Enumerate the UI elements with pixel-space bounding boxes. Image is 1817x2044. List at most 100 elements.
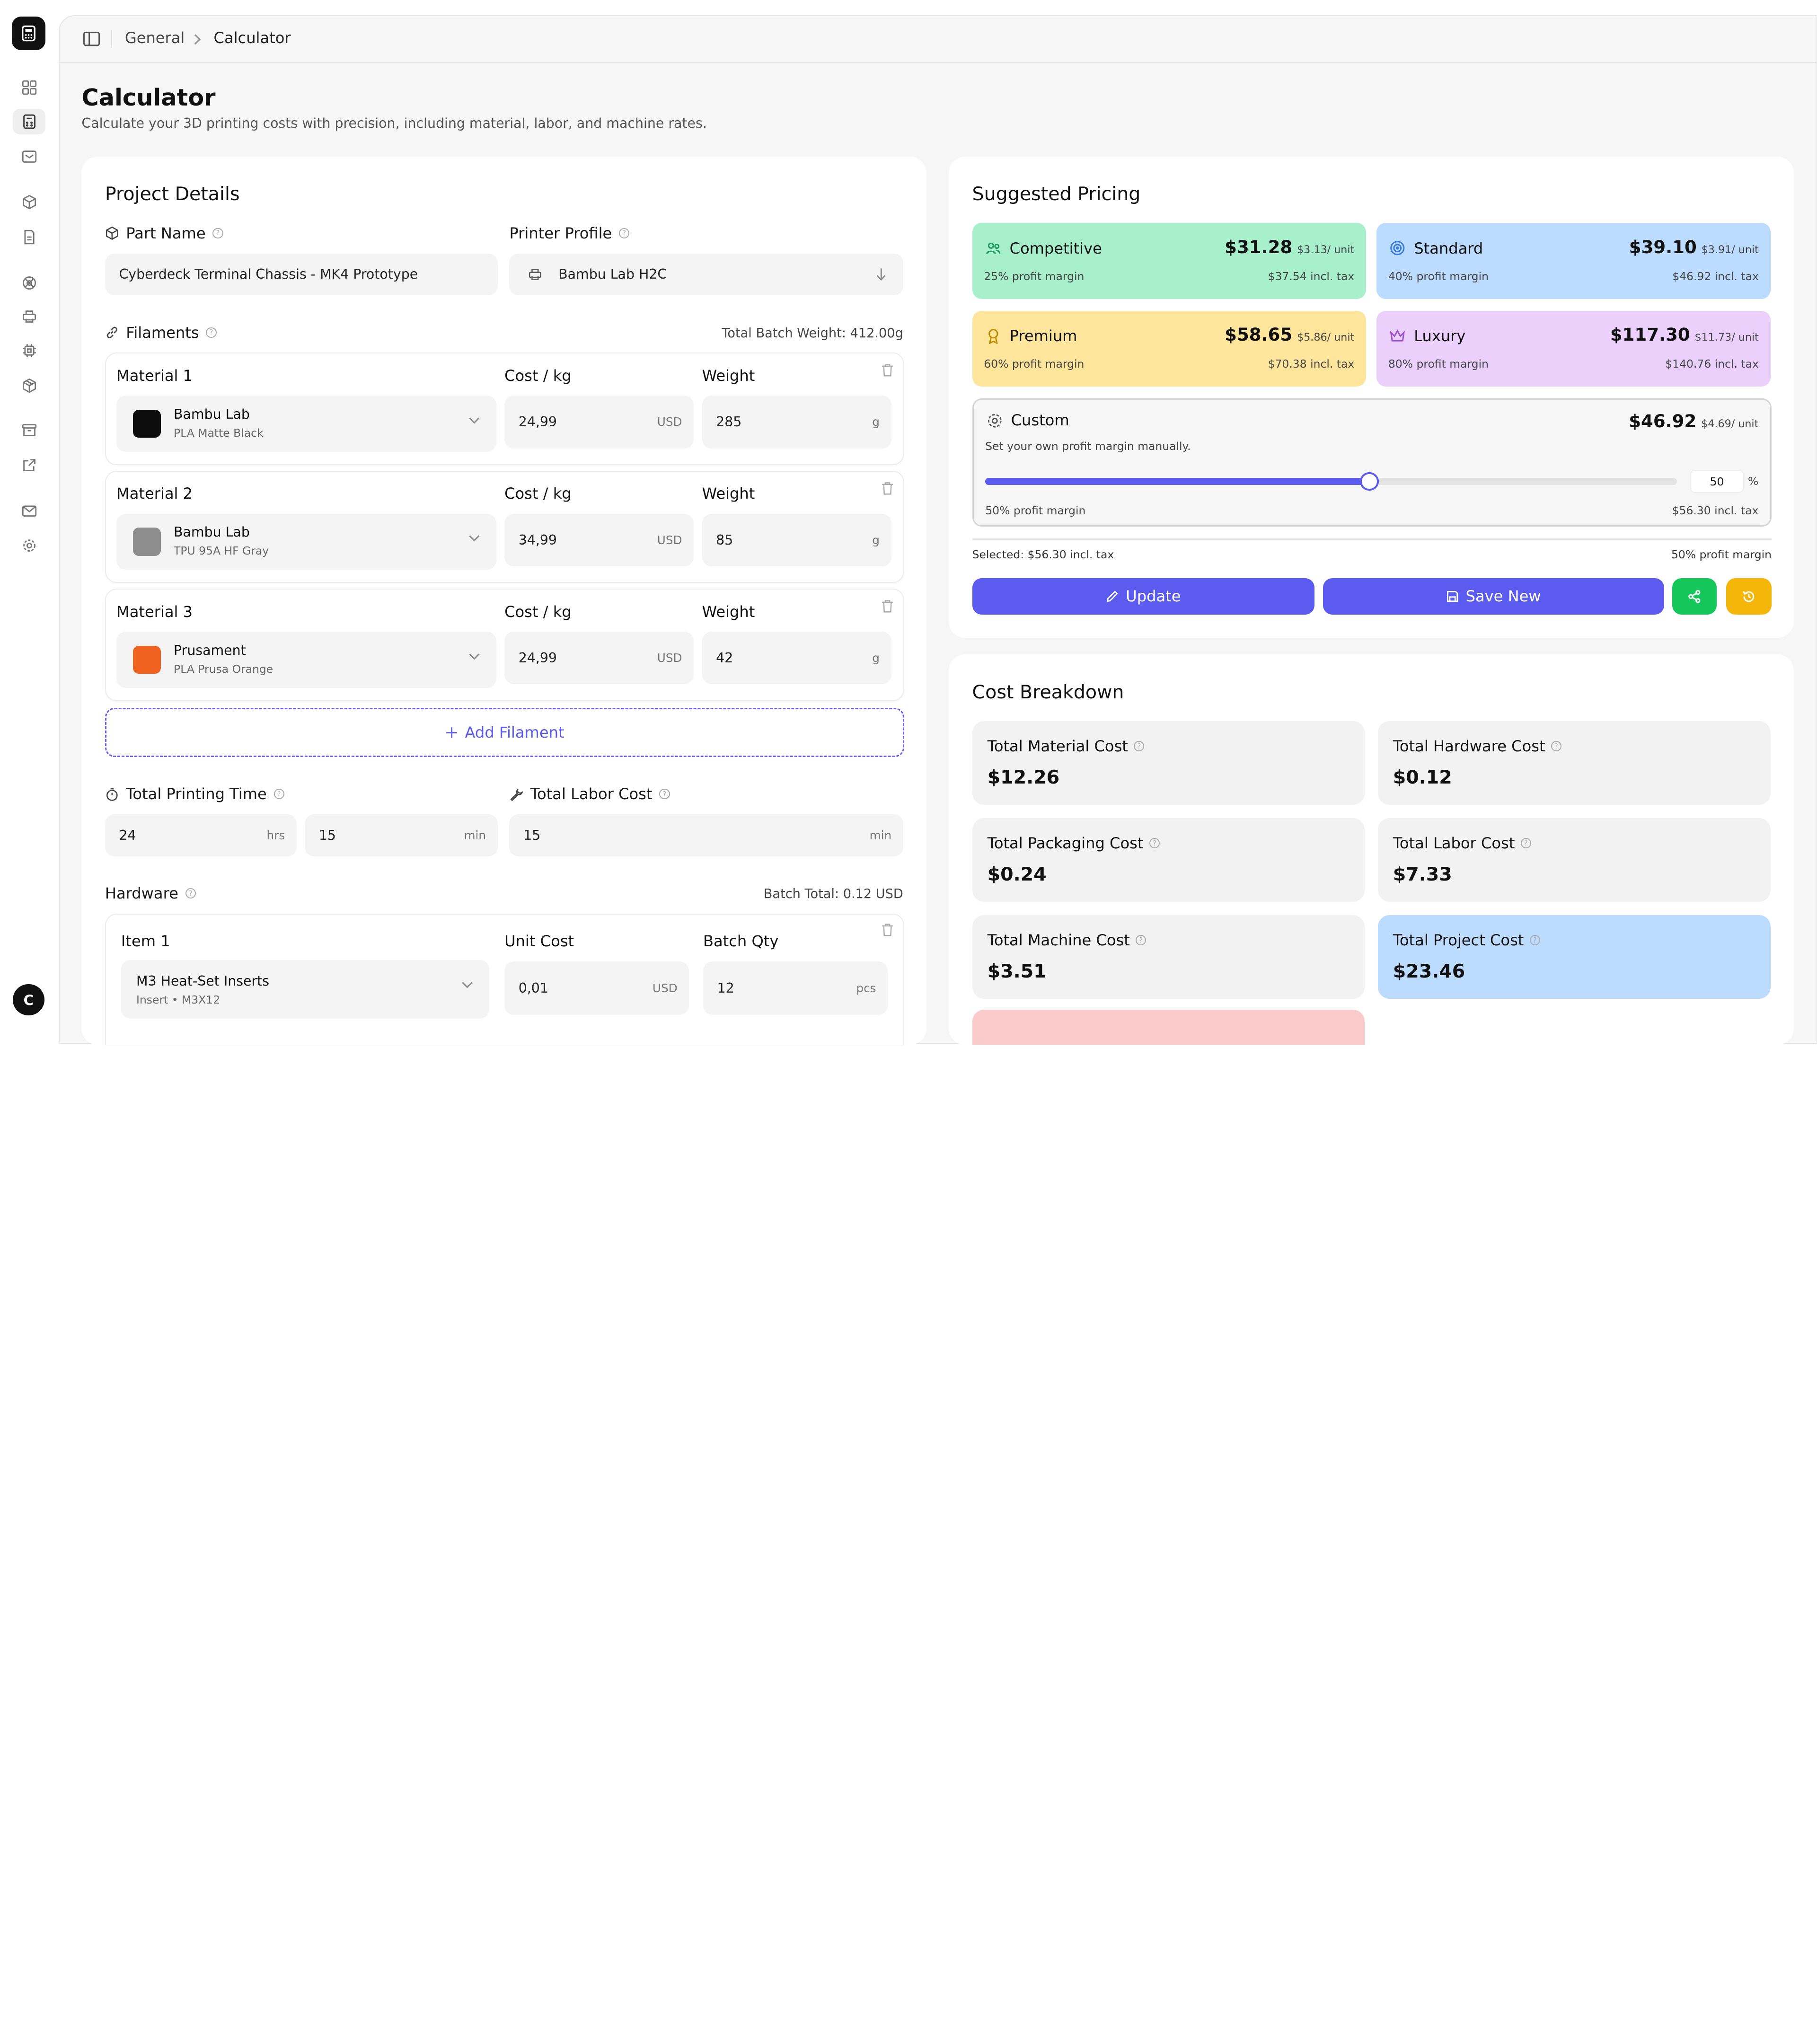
breadcrumb-general[interactable]: General <box>125 29 185 47</box>
material-row: Material 2 Cost / kg Weight Bambu Lab TP… <box>105 471 904 583</box>
breakdown-value: $23.46 <box>1393 960 1465 982</box>
filament-select[interactable]: Bambu Lab TPU 95A HF Gray <box>116 514 496 570</box>
sidebar-toggle-button[interactable] <box>83 30 100 52</box>
breakdown-label: Total Material Cost? <box>988 737 1145 755</box>
help-icon[interactable]: ? <box>1149 838 1160 848</box>
external-link-icon <box>22 458 37 473</box>
update-button[interactable]: Update <box>972 578 1315 615</box>
nav-calculator[interactable] <box>13 109 45 134</box>
crown-icon <box>1389 327 1406 349</box>
history-button[interactable] <box>1726 578 1772 615</box>
material-row: Material 1 Cost / kg Weight Bambu Lab PL… <box>105 352 904 465</box>
breakdown-label: Total Project Cost? <box>1393 931 1540 949</box>
custom-pricing-panel[interactable]: Custom $46.92$4.69/ unit Set your own pr… <box>972 398 1772 527</box>
project-details-card: Project Details Part Name? Cyberdeck Ter… <box>81 157 926 1045</box>
profit-slider[interactable] <box>985 478 1677 485</box>
breakdown-label: Total Labor Cost? <box>1393 834 1531 852</box>
sidebar-icon <box>83 31 100 47</box>
pricing-tier-standard[interactable]: Standard $39.10$3.91/ unit 40% profit ma… <box>1376 223 1770 299</box>
filament-model: TPU 95A HF Gray <box>174 544 269 557</box>
nav-printers[interactable] <box>18 305 41 328</box>
help-icon[interactable]: ? <box>659 789 670 799</box>
help-icon[interactable]: ? <box>206 327 216 338</box>
help-icon[interactable]: ? <box>1134 741 1144 751</box>
pricing-tier-premium[interactable]: Premium $58.65$5.86/ unit 60% profit mar… <box>972 311 1366 387</box>
help-icon[interactable]: ? <box>274 789 284 799</box>
weight-label: Weight <box>702 485 755 502</box>
breakdown-item: Total Material Cost? $12.26 <box>972 721 1365 805</box>
part-name-input[interactable]: Cyberdeck Terminal Chassis - MK4 Prototy… <box>105 254 498 296</box>
tier-incl-tax: $37.54 incl. tax <box>1268 270 1355 283</box>
help-icon[interactable]: ? <box>212 228 223 238</box>
trash-icon[interactable] <box>881 599 894 613</box>
nav-documents[interactable] <box>18 226 41 249</box>
calculator-icon <box>20 25 37 42</box>
batch-qty-label: Batch Qty <box>703 932 778 950</box>
spool-icon <box>22 275 37 291</box>
nav-filament[interactable] <box>18 271 41 294</box>
nav-dashboard[interactable] <box>18 76 41 99</box>
filament-select[interactable]: Prusament PLA Prusa Orange <box>116 632 496 688</box>
suggested-pricing-card: Suggested Pricing Competitive $31.28$3.1… <box>949 157 1794 638</box>
help-icon[interactable]: ? <box>1521 838 1531 848</box>
hardware-select[interactable]: M3 Heat-Set Inserts Insert • M3X12 <box>121 960 489 1019</box>
help-icon[interactable]: ? <box>185 888 196 899</box>
color-swatch <box>133 646 161 674</box>
box-icon <box>22 378 37 393</box>
trash-icon[interactable] <box>881 481 894 495</box>
chevron-down-icon <box>468 535 480 542</box>
custom-incl-tax: $56.30 incl. tax <box>1672 504 1759 517</box>
help-icon[interactable]: ? <box>1551 741 1561 751</box>
filament-select[interactable]: Bambu Lab PLA Matte Black <box>116 396 496 452</box>
nav-archive[interactable] <box>18 418 41 441</box>
tier-name: Standard <box>1414 239 1483 257</box>
chevron-down-icon <box>461 981 473 988</box>
help-icon[interactable]: ? <box>1136 935 1146 945</box>
hardware-item-title: Item 1 <box>121 932 170 950</box>
pricing-tier-competitive[interactable]: Competitive $31.28$3.13/ unit 25% profit… <box>972 223 1366 299</box>
nav-products[interactable] <box>18 191 41 214</box>
trash-icon[interactable] <box>881 923 894 937</box>
tier-incl-tax: $140.76 incl. tax <box>1665 357 1759 370</box>
slider-thumb[interactable] <box>1360 472 1379 491</box>
main-content: General Calculator Calculator Calculate … <box>59 15 1817 1044</box>
nav-hardware[interactable] <box>18 339 41 362</box>
filament-brand: Bambu Lab <box>174 524 250 540</box>
save-new-button[interactable]: Save New <box>1323 578 1664 615</box>
margin-percent-input[interactable]: 50 <box>1690 470 1744 493</box>
document-icon <box>22 229 37 245</box>
pricing-tier-luxury[interactable]: Luxury $117.30$11.73/ unit 80% profit ma… <box>1376 311 1770 387</box>
nav-inbox[interactable] <box>18 145 41 168</box>
printer-profile-select[interactable]: Bambu Lab H2C <box>509 254 903 296</box>
help-icon[interactable]: ? <box>1530 935 1540 945</box>
share-button[interactable] <box>1672 578 1717 615</box>
link-icon <box>105 326 119 340</box>
user-avatar[interactable]: C <box>13 984 44 1016</box>
help-icon[interactable]: ? <box>619 228 629 238</box>
trash-icon[interactable] <box>881 363 894 377</box>
add-filament-button[interactable]: Add Filament <box>105 708 904 757</box>
selected-price: Selected: $56.30 incl. tax <box>972 548 1114 561</box>
nav-mail[interactable] <box>18 499 41 522</box>
page-subtitle: Calculate your 3D printing costs with pr… <box>81 115 706 131</box>
breakdown-item: Total Labor Cost? $7.33 <box>1378 818 1771 902</box>
app-logo[interactable] <box>12 17 46 51</box>
nav-packaging[interactable] <box>18 374 41 397</box>
nav-external[interactable] <box>18 453 41 476</box>
breakdown-label: Total Hardware Cost? <box>1393 737 1561 755</box>
part-name-label: Part Name? <box>105 224 223 242</box>
printer-profile-label: Printer Profile? <box>509 224 629 242</box>
nav-settings[interactable] <box>18 534 41 557</box>
card-title: Suggested Pricing <box>972 183 1141 205</box>
